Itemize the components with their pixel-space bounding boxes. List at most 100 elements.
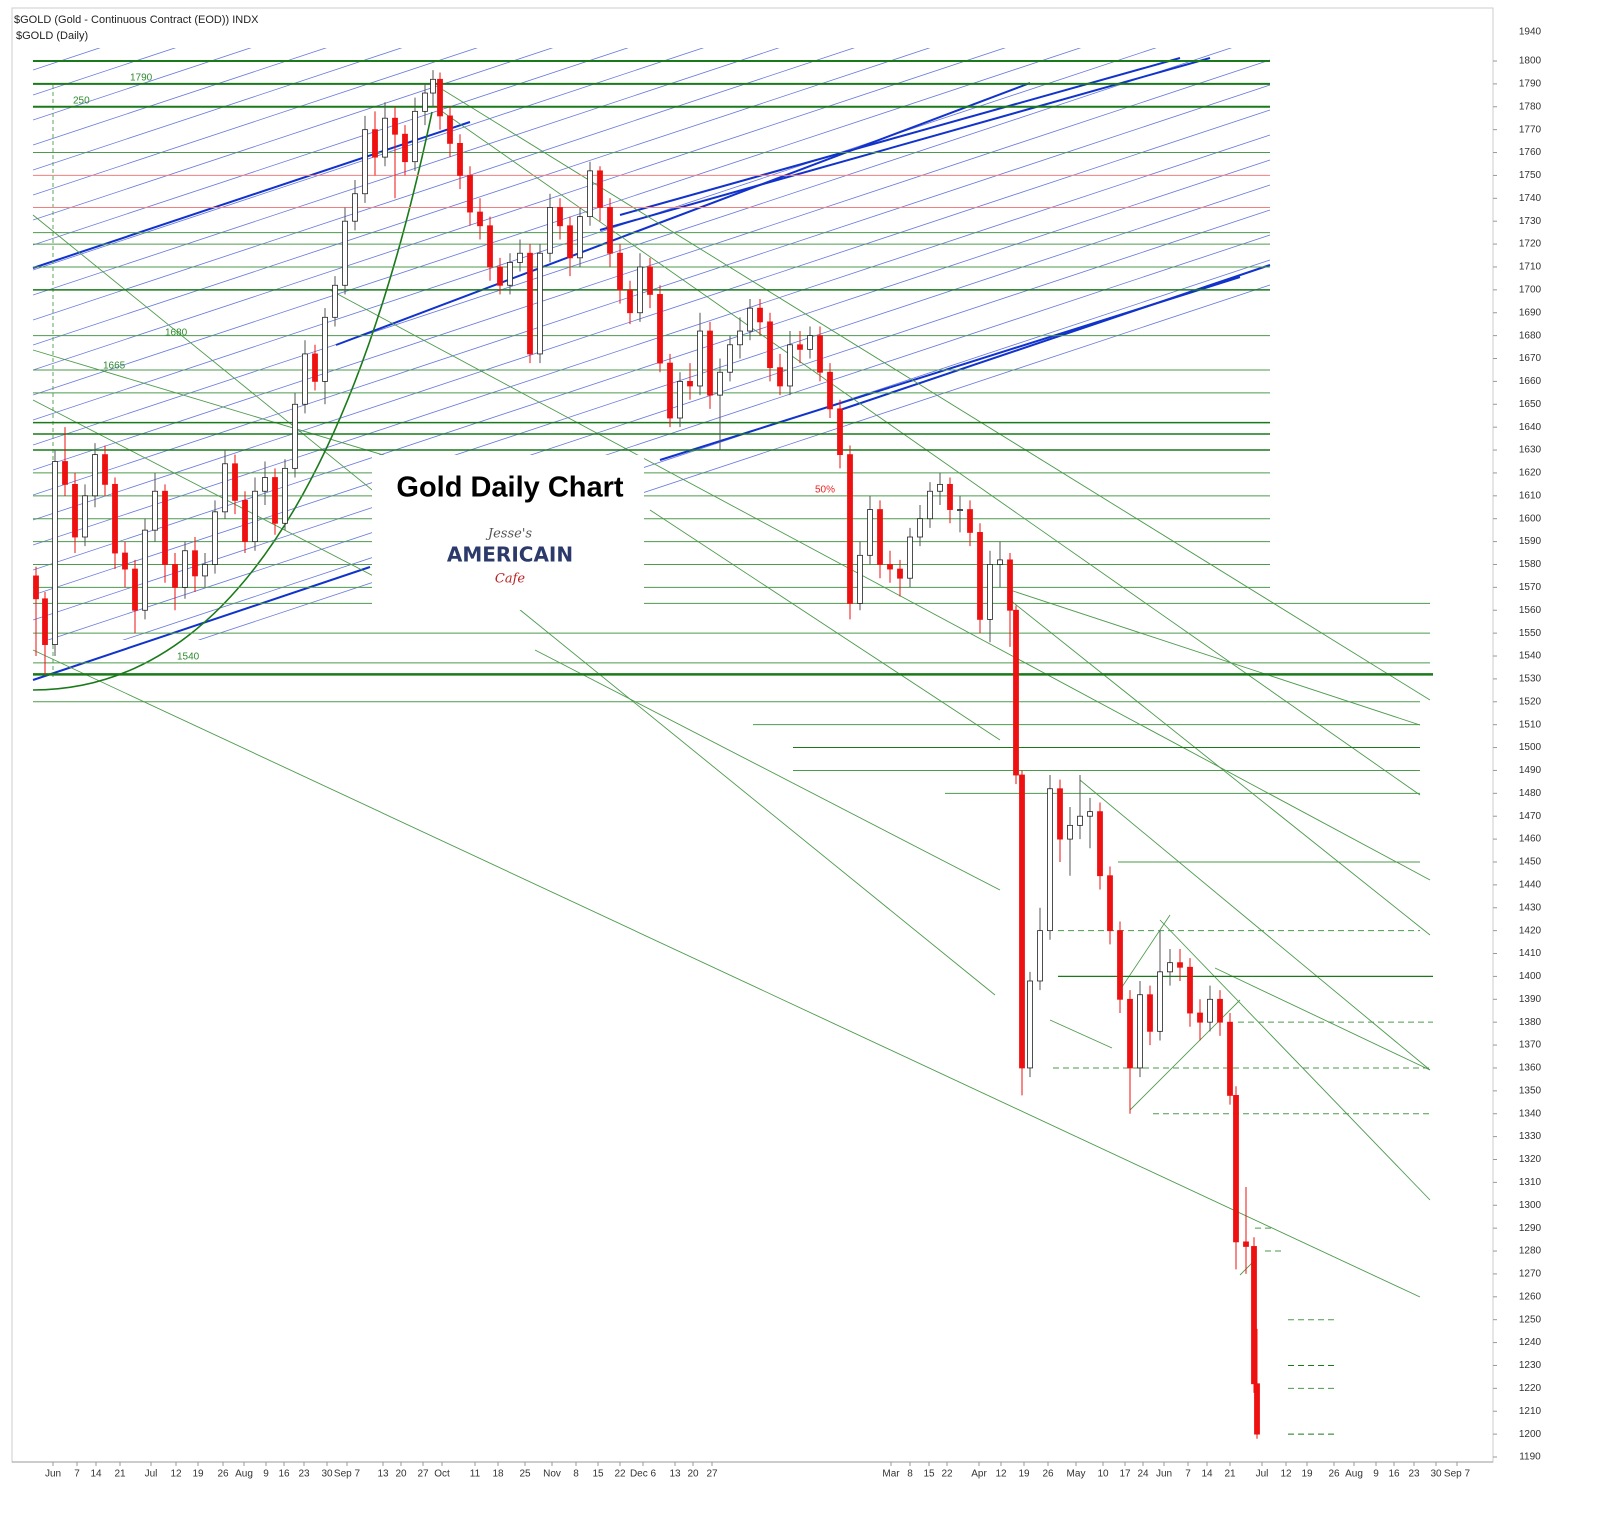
y-tick-label: 1200 <box>1519 1429 1542 1440</box>
y-tick-label: 1460 <box>1519 834 1542 845</box>
candle-body <box>1087 811 1093 817</box>
x-tick-label: Sep 7 <box>334 1469 361 1480</box>
x-tick-label: 19 <box>1018 1469 1030 1480</box>
x-tick-label: Nov <box>543 1469 561 1480</box>
x-tick-label: Jun <box>1156 1469 1172 1480</box>
candle-body <box>112 483 118 554</box>
x-tick-label: 7 <box>74 1469 80 1480</box>
x-tick-label: 21 <box>114 1469 126 1480</box>
candle-body <box>422 92 428 112</box>
candle-body <box>312 353 318 382</box>
x-tick-label: 17 <box>1119 1469 1131 1480</box>
candle-body <box>677 380 683 419</box>
fan-line <box>122 259 1271 640</box>
candle-body <box>577 216 583 259</box>
y-tick-label: 1430 <box>1519 902 1542 913</box>
frame <box>11 7 1494 1463</box>
candle-body <box>637 266 643 314</box>
fan-line <box>33 48 931 346</box>
x-tick-label: 26 <box>217 1469 229 1480</box>
x-tick-label: 8 <box>573 1469 579 1480</box>
candle-body <box>362 129 368 195</box>
candle-body <box>597 170 603 208</box>
candle-body <box>1197 1012 1203 1023</box>
candles <box>33 70 1260 1439</box>
candle-body <box>242 499 248 542</box>
y-tick-label: 1410 <box>1519 948 1542 959</box>
candle-body <box>1243 1241 1249 1247</box>
x-tick-label: 9 <box>1373 1469 1379 1480</box>
y-tick-label: 1300 <box>1519 1200 1542 1211</box>
symbol-period: $GOLD (Daily) <box>16 30 88 42</box>
candle-body <box>817 335 823 373</box>
candle-body <box>82 495 88 538</box>
y-tick-label: 1760 <box>1519 147 1542 158</box>
fan-line <box>33 48 327 146</box>
x-tick-label: 21 <box>1224 1469 1236 1480</box>
candle-body <box>412 110 418 163</box>
candle-body <box>1187 966 1193 1014</box>
candle-body <box>1067 824 1073 840</box>
y-tick-label: 1670 <box>1519 353 1542 364</box>
candle-body <box>857 554 863 604</box>
candle-body <box>447 115 453 144</box>
y-tick-label: 1380 <box>1519 1017 1542 1028</box>
x-tick-label: 30 <box>1430 1469 1442 1480</box>
candle-body <box>1097 811 1103 877</box>
y-tick-label: 1390 <box>1519 994 1542 1005</box>
x-tick-label: Jul <box>1256 1469 1269 1480</box>
x-tick-label: 12 <box>170 1469 182 1480</box>
candle-body <box>142 529 148 611</box>
y-tick-label: 1750 <box>1519 170 1542 181</box>
candle-body <box>322 316 328 382</box>
candle-body <box>537 252 543 355</box>
x-tick-label: 14 <box>90 1469 102 1480</box>
price-levels <box>33 60 1433 1435</box>
x-tick-label: 15 <box>592 1469 604 1480</box>
x-tick-label: 26 <box>1042 1469 1054 1480</box>
y-tick-label: 1700 <box>1519 284 1542 295</box>
y-tick-label: 1610 <box>1519 490 1542 501</box>
y-tick-label: 1260 <box>1519 1291 1542 1302</box>
candle-body <box>837 408 843 456</box>
y-tick-label: 1490 <box>1519 765 1542 776</box>
candle-body <box>1251 1246 1257 1385</box>
candle-body <box>252 490 258 542</box>
x-tick-label: 27 <box>417 1469 429 1480</box>
candle-body <box>667 362 673 419</box>
candle-body <box>262 477 268 492</box>
y-tick-label: 1520 <box>1519 696 1542 707</box>
candle-body <box>332 284 338 318</box>
candle-body <box>102 454 108 485</box>
annotation: 1665 <box>103 361 126 372</box>
x-tick-label: 20 <box>687 1469 699 1480</box>
logo-top: Jesse's <box>485 527 533 542</box>
candle-body <box>657 294 663 364</box>
x-tick-label: Sep 7 <box>1444 1469 1471 1480</box>
annotation: 50% <box>815 485 835 496</box>
x-tick-label: 19 <box>192 1469 204 1480</box>
x-tick-label: 25 <box>519 1469 531 1480</box>
candle-body <box>1207 998 1213 1023</box>
fan-line <box>33 48 252 121</box>
candle-body <box>687 380 693 387</box>
candle-body <box>647 266 653 295</box>
candle-body <box>1217 998 1223 1023</box>
y-tick-label: 1620 <box>1519 468 1542 479</box>
candle-body <box>430 78 436 94</box>
y-tick-label: 1280 <box>1519 1246 1542 1257</box>
candle-body <box>152 490 158 531</box>
x-tick-label: 14 <box>1201 1469 1213 1480</box>
candle-body <box>717 371 723 396</box>
x-tick-label: 19 <box>1301 1469 1313 1480</box>
candle-body <box>1019 774 1025 1069</box>
candle-body <box>1177 962 1183 968</box>
x-tick-label: 20 <box>395 1469 407 1480</box>
candle-body <box>907 536 913 579</box>
descending-lines <box>32 85 1431 1298</box>
candle-body <box>212 511 218 565</box>
candle-body <box>627 289 633 314</box>
fan-line <box>33 48 1233 446</box>
fan-line <box>33 48 554 221</box>
